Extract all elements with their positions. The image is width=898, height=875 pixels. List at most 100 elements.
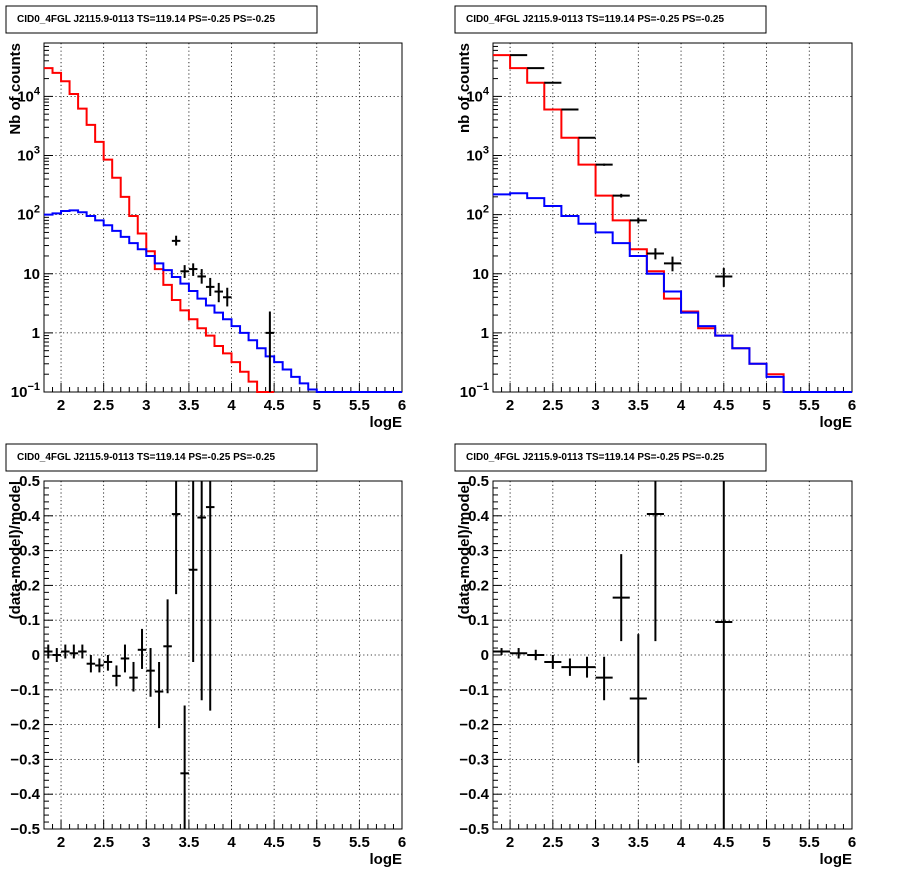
x-tick-label: 5.5 [349, 834, 370, 851]
x-tick-label: 5.5 [349, 397, 370, 414]
data-point [171, 235, 181, 246]
y-tick-label: −0.2 [10, 717, 40, 734]
data-point [715, 268, 733, 287]
x-tick-label: 6 [848, 834, 856, 851]
x-tick-label: 5 [313, 397, 321, 414]
y-tick-label: −0.3 [10, 751, 40, 768]
y-tick-label: 10−1 [460, 381, 489, 401]
x-tick-label: 3.5 [178, 397, 199, 414]
x-tick-label: 4 [677, 834, 686, 851]
y-tick-label: 0.5 [468, 473, 489, 490]
x-tick-label: 2 [506, 834, 514, 851]
y-tick-label: 0.2 [19, 577, 40, 594]
y-tick-label: 0.4 [468, 508, 490, 525]
x-tick-label: 2 [57, 397, 65, 414]
x-tick-label: 4.5 [713, 834, 734, 851]
y-tick-label: −0.1 [10, 682, 40, 699]
histogram-series-1 [44, 67, 275, 393]
title-box [5, 5, 318, 34]
x-tick-label: 3 [142, 397, 150, 414]
data-point [188, 263, 198, 276]
data-point [197, 269, 206, 284]
y-tick-label: 0.4 [19, 508, 41, 525]
data-point [180, 265, 189, 278]
chart-panel-top-left: 2 2.5 3 3.5 4 4.5 5 5.5 6 10−1 1 10 102 103 104 logE Nb … [5, 5, 406, 431]
data-point [103, 655, 113, 671]
data-point [544, 81, 562, 84]
data-point [646, 481, 664, 642]
data-point [612, 193, 630, 198]
data-point [154, 661, 164, 729]
y-tick-label: −0.4 [459, 786, 489, 803]
data-point [612, 554, 630, 642]
data-point [205, 277, 215, 297]
data-point [214, 282, 223, 303]
y-tick-label: 10−1 [11, 381, 40, 401]
y-tick-label: 0.2 [468, 577, 489, 594]
x-tick-label: 3 [591, 397, 599, 414]
x-tick-label: 2.5 [93, 397, 114, 414]
y-tick-label: 0.1 [19, 612, 40, 629]
x-tick-label: 4.5 [264, 834, 285, 851]
data-point [78, 644, 87, 659]
x-tick-label: 3.5 [628, 397, 649, 414]
x-tick-label: 2.5 [542, 834, 563, 851]
chart-panel-top-right: 2 2.5 3 3.5 4 4.5 5 5.5 6 10−1 1 10 102 103 104 logE nb … [454, 5, 856, 431]
y-tick-label: 104 [466, 85, 490, 105]
title-box [454, 5, 767, 34]
data-point [129, 661, 138, 692]
y-tick-label: 0.3 [19, 543, 40, 560]
y-tick-label: −0.5 [459, 821, 489, 838]
plot-frame [492, 42, 853, 393]
x-tick-label: 5 [762, 834, 770, 851]
data-point [188, 481, 198, 662]
data-point [629, 217, 647, 224]
y-tick-label: −0.1 [459, 682, 489, 699]
x-tick-label: 2.5 [542, 397, 563, 414]
title-box [454, 443, 767, 472]
x-tick-label: 4 [227, 834, 236, 851]
x-tick-label: 4 [227, 397, 236, 414]
data-point [663, 256, 682, 272]
data-point [223, 287, 232, 307]
x-tick-label: 5 [762, 397, 770, 414]
data-point [646, 248, 664, 260]
y-tick-label: 10 [472, 266, 489, 283]
x-axis-label: logE [820, 851, 853, 868]
data-point [61, 644, 70, 659]
x-tick-label: 3 [142, 834, 150, 851]
y-tick-label: −0.2 [459, 717, 489, 734]
data-point [595, 163, 613, 166]
x-axis-label: logE [370, 851, 403, 868]
chart-title: CID0_4FGL J2115.9-0113 TS=119.14 PS=-0.2… [466, 452, 724, 463]
x-axis-label: logE [370, 414, 403, 431]
data-point [595, 656, 613, 701]
y-axis-label: Nb of counts [7, 43, 24, 135]
data-point [163, 599, 172, 694]
data-point [493, 648, 511, 655]
x-tick-label: 5.5 [799, 397, 820, 414]
data-point [265, 311, 275, 392]
y-tick-label: 0 [32, 647, 40, 664]
data-point [527, 67, 545, 70]
x-tick-label: 2 [57, 834, 65, 851]
data-point [527, 649, 545, 661]
x-tick-label: 3.5 [178, 834, 199, 851]
data-point [44, 644, 53, 659]
x-tick-label: 4.5 [713, 397, 734, 414]
y-axis-label: (data-model)/model [7, 481, 24, 619]
x-tick-label: 5.5 [799, 834, 820, 851]
data-point [180, 705, 189, 829]
data-point [578, 136, 596, 139]
data-point [120, 644, 130, 673]
x-tick-label: 2.5 [93, 834, 114, 851]
y-tick-label: 10 [23, 266, 40, 283]
chart-title: CID0_4FGL J2115.9-0113 TS=119.14 PS=-0.2… [17, 452, 275, 463]
data-point [197, 481, 206, 701]
chart-title: CID0_4FGL J2115.9-0113 TS=119.14 PS=-0.2… [17, 14, 275, 25]
data-point [510, 648, 528, 659]
data-point [544, 655, 562, 669]
data-point [510, 54, 528, 57]
histogram-series-2 [493, 192, 852, 393]
